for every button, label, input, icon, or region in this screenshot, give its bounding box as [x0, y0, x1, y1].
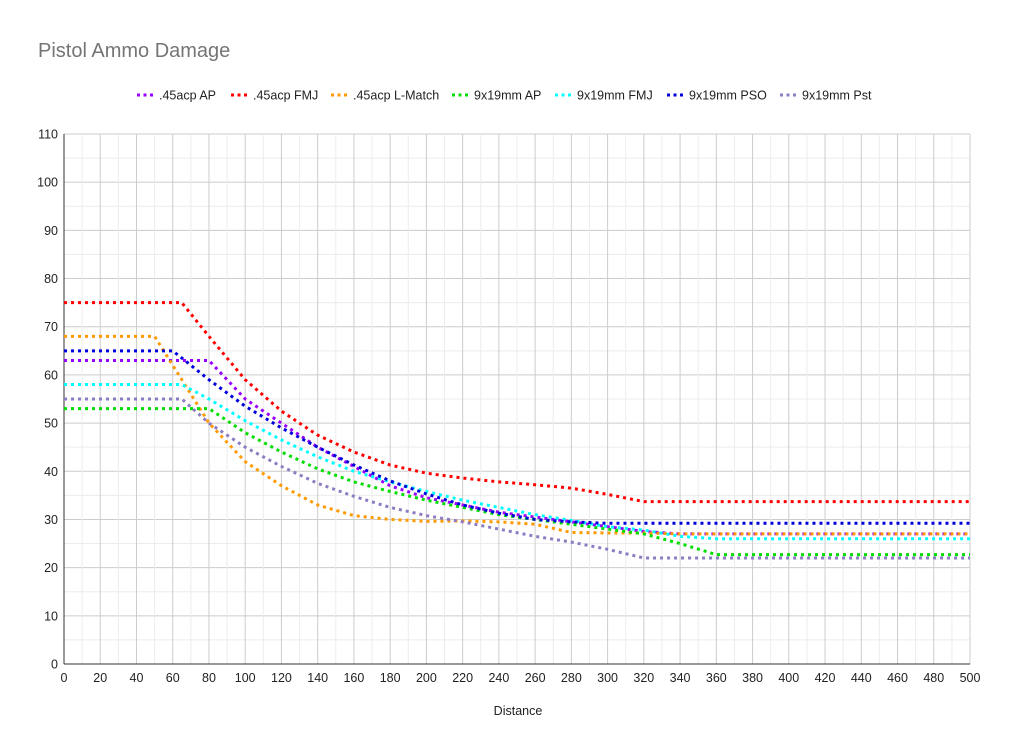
x-axis-title: Distance: [494, 704, 543, 718]
x-tick-label: 100: [235, 671, 256, 685]
x-tick-label: 160: [343, 671, 364, 685]
x-tick-label: 180: [380, 671, 401, 685]
y-tick-label: 90: [44, 224, 58, 238]
x-tick-label: 340: [670, 671, 691, 685]
x-tick-label: 380: [742, 671, 763, 685]
series-line: [64, 358, 970, 536]
x-tick-label: 320: [633, 671, 654, 685]
x-tick-label: 420: [815, 671, 836, 685]
x-tick-label: 140: [307, 671, 328, 685]
legend-label: 9x19mm FMJ: [577, 89, 653, 103]
y-tick-label: 70: [44, 320, 58, 334]
x-tick-label: 120: [271, 671, 292, 685]
series-line: [64, 349, 970, 525]
legend-label: 9x19mm Pst: [802, 89, 872, 103]
y-tick-label: 30: [44, 513, 58, 527]
chart-title: Pistol Ammo Damage: [38, 40, 230, 62]
x-tick-label: 200: [416, 671, 437, 685]
x-tick-label: 460: [887, 671, 908, 685]
plot-area: [64, 301, 970, 560]
grid: [63, 133, 971, 665]
y-tick-label: 10: [44, 609, 58, 623]
x-tick-label: 400: [778, 671, 799, 685]
x-tick-label: 300: [597, 671, 618, 685]
series-line: [64, 334, 970, 536]
x-tick-label: 40: [130, 671, 144, 685]
x-tick-label: 440: [851, 671, 872, 685]
legend-label: .45acp L-Match: [353, 89, 439, 103]
series-line: [64, 383, 970, 541]
x-tick-label: 480: [923, 671, 944, 685]
legend-label: 9x19mm AP: [474, 89, 541, 103]
x-tick-label: 20: [93, 671, 107, 685]
x-tick-label: 280: [561, 671, 582, 685]
x-tick-label: 0: [61, 671, 68, 685]
y-tick-label: 50: [44, 417, 58, 431]
x-tick-label: 60: [166, 671, 180, 685]
x-tick-label: 240: [488, 671, 509, 685]
legend-label: .45acp FMJ: [253, 89, 318, 103]
y-tick-label: 80: [44, 272, 58, 286]
y-tick-label: 40: [44, 465, 58, 479]
y-axis: 0 10 20 30 40 50 60 70 80 90 100 110: [37, 128, 58, 672]
legend-label: .45acp AP: [159, 89, 216, 103]
x-tick-label: 500: [960, 671, 981, 685]
y-tick-label: 100: [37, 176, 58, 190]
x-tick-label: 260: [525, 671, 546, 685]
legend: .45acp AP .45acp FMJ .45acp L-Match 9x19mm …: [137, 89, 872, 103]
x-tick-label: 220: [452, 671, 473, 685]
series-line: [64, 397, 970, 560]
y-tick-label: 60: [44, 368, 58, 382]
y-tick-label: 110: [38, 128, 58, 142]
x-tick-label: 80: [202, 671, 216, 685]
x-axis: 0 20 40 60 80 100 120 140 160 180 200 220 240 260 280 3…: [61, 671, 981, 685]
y-tick-label: 20: [44, 561, 58, 575]
legend-label: 9x19mm PSO: [689, 89, 767, 103]
y-tick-label: 0: [51, 658, 58, 672]
x-tick-label: 360: [706, 671, 727, 685]
series-line: [64, 301, 970, 504]
